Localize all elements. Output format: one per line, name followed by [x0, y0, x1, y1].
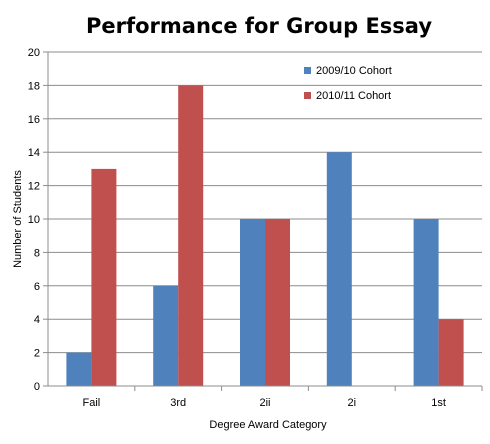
x-tick-label: 1st	[431, 397, 446, 409]
legend-swatch-1	[304, 67, 311, 74]
y-tick-label: 18	[28, 80, 40, 92]
x-tick-label: Fail	[83, 397, 101, 409]
y-tick-label: 4	[34, 314, 40, 326]
bar-series-2-3rd	[178, 85, 204, 387]
bar-series-2-1st	[438, 319, 464, 386]
bars	[66, 85, 464, 387]
y-tick-label: 10	[28, 214, 40, 226]
bar-series-1-Fail	[66, 352, 92, 386]
y-tick-label: 12	[28, 181, 40, 193]
chart-title: Performance for Group Essay	[86, 14, 432, 38]
bar-series-1-2i	[326, 152, 352, 386]
x-tick-labels: Fail 3rd 2ii 2i 1st	[83, 386, 483, 409]
y-tick-label: 14	[28, 147, 40, 159]
bar-series-2-Fail	[91, 168, 117, 386]
y-tick-label: 8	[34, 247, 40, 259]
y-tick-label: 2	[34, 348, 40, 360]
bar-series-1-3rd	[153, 285, 179, 386]
bar-series-2-2ii	[265, 219, 290, 386]
y-tick-label: 0	[34, 381, 40, 393]
x-tick-label: 3rd	[170, 397, 186, 409]
legend: 2009/10 Cohort 2010/11 Cohort	[304, 65, 392, 102]
legend-label-1: 2009/10 Cohort	[316, 65, 392, 77]
x-tick-label: 2i	[348, 397, 357, 409]
x-tick-label: 2ii	[259, 397, 270, 409]
y-tick-label: 16	[28, 114, 40, 126]
y-axis-label: Number of Students	[12, 170, 24, 268]
legend-label-2: 2010/11 Cohort	[316, 90, 391, 102]
y-tick-label: 6	[34, 281, 40, 293]
x-axis-label: Degree Award Category	[209, 419, 327, 431]
y-tick-labels: 0 2 4 6 8 10 12 14 16 18 20	[28, 47, 48, 393]
bar-series-1-1st	[413, 219, 439, 386]
y-tick-label: 20	[28, 47, 40, 59]
legend-swatch-2	[304, 92, 311, 99]
bar-series-1-2ii	[240, 219, 265, 386]
